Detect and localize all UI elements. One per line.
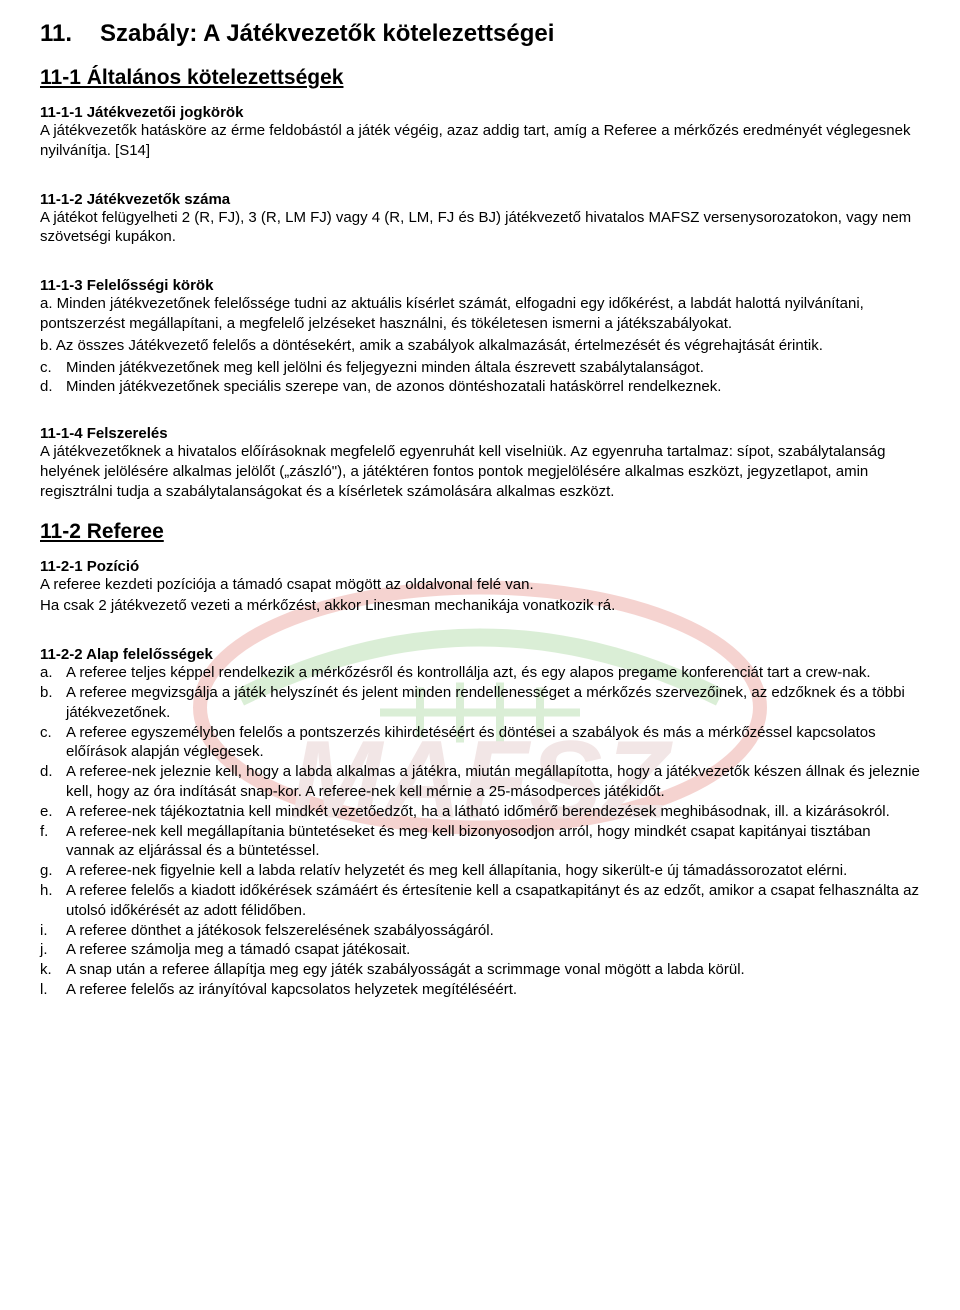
- list-text: Minden játékvezetőnek meg kell jelölni é…: [66, 358, 920, 378]
- list-marker: f.: [40, 822, 66, 862]
- list-item: d.Minden játékvezetőnek speciális szerep…: [40, 377, 920, 397]
- para-11-1-4: A játékvezetőknek a hivatalos előírásokn…: [40, 442, 920, 501]
- list-text: A referee felelős az irányítóval kapcsol…: [66, 980, 920, 1000]
- list-item: h.A referee felelős a kiadott időkérések…: [40, 881, 920, 921]
- list-marker: j.: [40, 940, 66, 960]
- main-title: 11.Szabály: A Játékvezetők kötelezettség…: [40, 20, 920, 48]
- list-item: b.A referee megvizsgálja a játék helyszí…: [40, 683, 920, 723]
- heading-11-2-2: 11-2-2 Alap felelősségek: [40, 646, 920, 663]
- list-text: A snap után a referee állapítja meg egy …: [66, 960, 920, 980]
- para-11-1-2: A játékot felügyelheti 2 (R, FJ), 3 (R, …: [40, 208, 920, 248]
- list-marker: a.: [40, 663, 66, 683]
- list-item: c.Minden játékvezetőnek meg kell jelölni…: [40, 358, 920, 378]
- list-item: f.A referee-nek kell megállapítania bünt…: [40, 822, 920, 862]
- list-item: k.A snap után a referee állapítja meg eg…: [40, 960, 920, 980]
- list-marker: g.: [40, 861, 66, 881]
- list-item: a. Minden játékvezetőnek felelőssége tud…: [40, 294, 920, 334]
- list-text: A referee-nek figyelnie kell a labda rel…: [66, 861, 920, 881]
- list-text: A referee-nek tájékoztatnia kell mindkét…: [66, 802, 920, 822]
- list-text: A referee egyszemélyben felelős a pontsz…: [66, 723, 920, 763]
- list-marker: b.: [40, 683, 66, 723]
- list-marker: d.: [40, 377, 66, 397]
- title-number: 11.: [40, 20, 100, 48]
- para-11-1-1: A játékvezetők hatásköre az érme feldobá…: [40, 121, 920, 161]
- list-text: A referee teljes képpel rendelkezik a mé…: [66, 663, 920, 683]
- list-item: g.A referee-nek figyelnie kell a labda r…: [40, 861, 920, 881]
- list-marker: c.: [40, 358, 66, 378]
- list-item: i.A referee dönthet a játékosok felszere…: [40, 921, 920, 941]
- list-marker: l.: [40, 980, 66, 1000]
- list-item: b. Az összes Játékvezető felelős a dönté…: [40, 336, 920, 356]
- list-marker: c.: [40, 723, 66, 763]
- heading-11-1-4: 11-1-4 Felszerelés: [40, 425, 920, 442]
- list-item: a.A referee teljes képpel rendelkezik a …: [40, 663, 920, 683]
- list-text: A referee felelős a kiadott időkérések s…: [66, 881, 920, 921]
- list-marker: i.: [40, 921, 66, 941]
- heading-11-2-1: 11-2-1 Pozíció: [40, 558, 920, 575]
- list-text: A referee-nek jeleznie kell, hogy a labd…: [66, 762, 920, 802]
- list-item: e.A referee-nek tájékoztatnia kell mindk…: [40, 802, 920, 822]
- list-item: c.A referee egyszemélyben felelős a pont…: [40, 723, 920, 763]
- para-11-2-1a: A referee kezdeti pozíciója a támadó csa…: [40, 575, 920, 595]
- document-content: 11.Szabály: A Játékvezetők kötelezettség…: [40, 20, 920, 1000]
- list-text: A referee számolja meg a támadó csapat j…: [66, 940, 920, 960]
- list-item: d.A referee-nek jeleznie kell, hogy a la…: [40, 762, 920, 802]
- section-11-1-heading: 11-1 Általános kötelezettségek: [40, 66, 920, 90]
- list-text: A referee dönthet a játékosok felszerelé…: [66, 921, 920, 941]
- list-text: Minden játékvezetőnek speciális szerepe …: [66, 377, 920, 397]
- list-marker: e.: [40, 802, 66, 822]
- list-text: A referee-nek kell megállapítania büntet…: [66, 822, 920, 862]
- list-11-2-2: a.A referee teljes képpel rendelkezik a …: [40, 663, 920, 1000]
- heading-11-1-2: 11-1-2 Játékvezetők száma: [40, 191, 920, 208]
- list-item: l.A referee felelős az irányítóval kapcs…: [40, 980, 920, 1000]
- heading-11-1-3: 11-1-3 Felelősségi körök: [40, 277, 920, 294]
- section-11-2-heading: 11-2 Referee: [40, 520, 920, 544]
- para-11-2-1b: Ha csak 2 játékvezető vezeti a mérkőzést…: [40, 596, 920, 616]
- list-11-1-3: a. Minden játékvezetőnek felelőssége tud…: [40, 294, 920, 397]
- list-marker: d.: [40, 762, 66, 802]
- list-text: A referee megvizsgálja a játék helyszíné…: [66, 683, 920, 723]
- title-text: Szabály: A Játékvezetők kötelezettségei: [100, 20, 554, 47]
- list-marker: k.: [40, 960, 66, 980]
- heading-11-1-1: 11-1-1 Játékvezetői jogkörök: [40, 104, 920, 121]
- list-marker: h.: [40, 881, 66, 921]
- list-item: j.A referee számolja meg a támadó csapat…: [40, 940, 920, 960]
